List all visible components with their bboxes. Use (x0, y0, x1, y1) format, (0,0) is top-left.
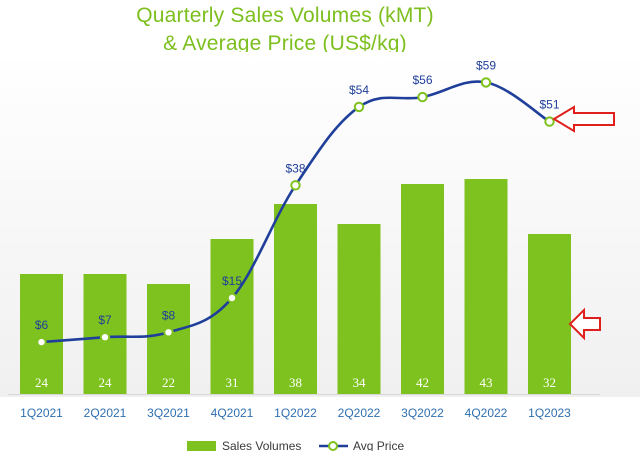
price-highlight-arrow (552, 105, 615, 133)
x-tick-label: 1Q2023 (528, 406, 571, 420)
bar-1Q2022 (274, 204, 317, 394)
legend-bar-swatch (187, 441, 216, 451)
price-point (353, 101, 365, 113)
x-tick-label: 3Q2022 (401, 406, 444, 420)
bar-1Q2021 (20, 274, 63, 394)
bar-3Q2021 (147, 284, 190, 394)
price-point (226, 292, 238, 304)
x-tick-label: 4Q2022 (465, 406, 508, 420)
price-point (290, 180, 301, 191)
bar-value-label: 32 (543, 375, 556, 390)
bar-4Q2022 (464, 179, 508, 394)
bar-value-label: 22 (162, 375, 175, 390)
volume-highlight-arrow (568, 307, 601, 341)
price-value-label: $6 (35, 318, 49, 332)
price-value-label: $15 (222, 274, 242, 288)
price-point (417, 91, 428, 103)
bar-value-label: 24 (35, 375, 49, 390)
bar-2Q2022 (337, 224, 381, 394)
price-value-label: $38 (285, 161, 305, 175)
price-value-label: $59 (476, 58, 496, 72)
chart-subtitle: & Average Price (US$/kg) (163, 32, 407, 55)
bar-value-label: 38 (289, 375, 302, 390)
bar-4Q2021 (210, 239, 254, 394)
price-value-label: $54 (349, 83, 369, 97)
price-point (36, 336, 47, 348)
price-value-label: $51 (539, 98, 559, 112)
chart-title: Quarterly Sales Volumes (kMT) (136, 4, 434, 27)
bar-value-label: 34 (353, 375, 367, 390)
x-tick-label: 2Q2022 (338, 406, 381, 420)
x-tick-label: 1Q2022 (274, 406, 317, 420)
bar-1Q2023 (528, 234, 571, 394)
bar-3Q2022 (401, 184, 444, 394)
legend-label-avg-price: Avg Price (353, 439, 404, 451)
price-point (480, 77, 492, 88)
legend-marker-swatch (328, 441, 338, 451)
price-value-label: $7 (98, 313, 112, 327)
bar-value-label: 43 (480, 375, 493, 390)
bar-value-label: 31 (226, 375, 239, 390)
x-tick-label: 4Q2021 (211, 406, 254, 420)
legend-label-sales-volumes: Sales Volumes (222, 439, 301, 451)
x-tick-label: 3Q2021 (147, 406, 190, 420)
x-tick-label: 1Q2021 (20, 406, 63, 420)
price-point (544, 116, 555, 127)
price-value-label: $56 (412, 73, 432, 87)
price-point (163, 327, 174, 338)
bar-value-label: 24 (99, 375, 113, 390)
x-tick-label: 2Q2021 (84, 406, 127, 420)
price-value-label: $8 (162, 308, 176, 322)
price-point (99, 332, 111, 343)
bar-value-label: 42 (416, 375, 429, 390)
